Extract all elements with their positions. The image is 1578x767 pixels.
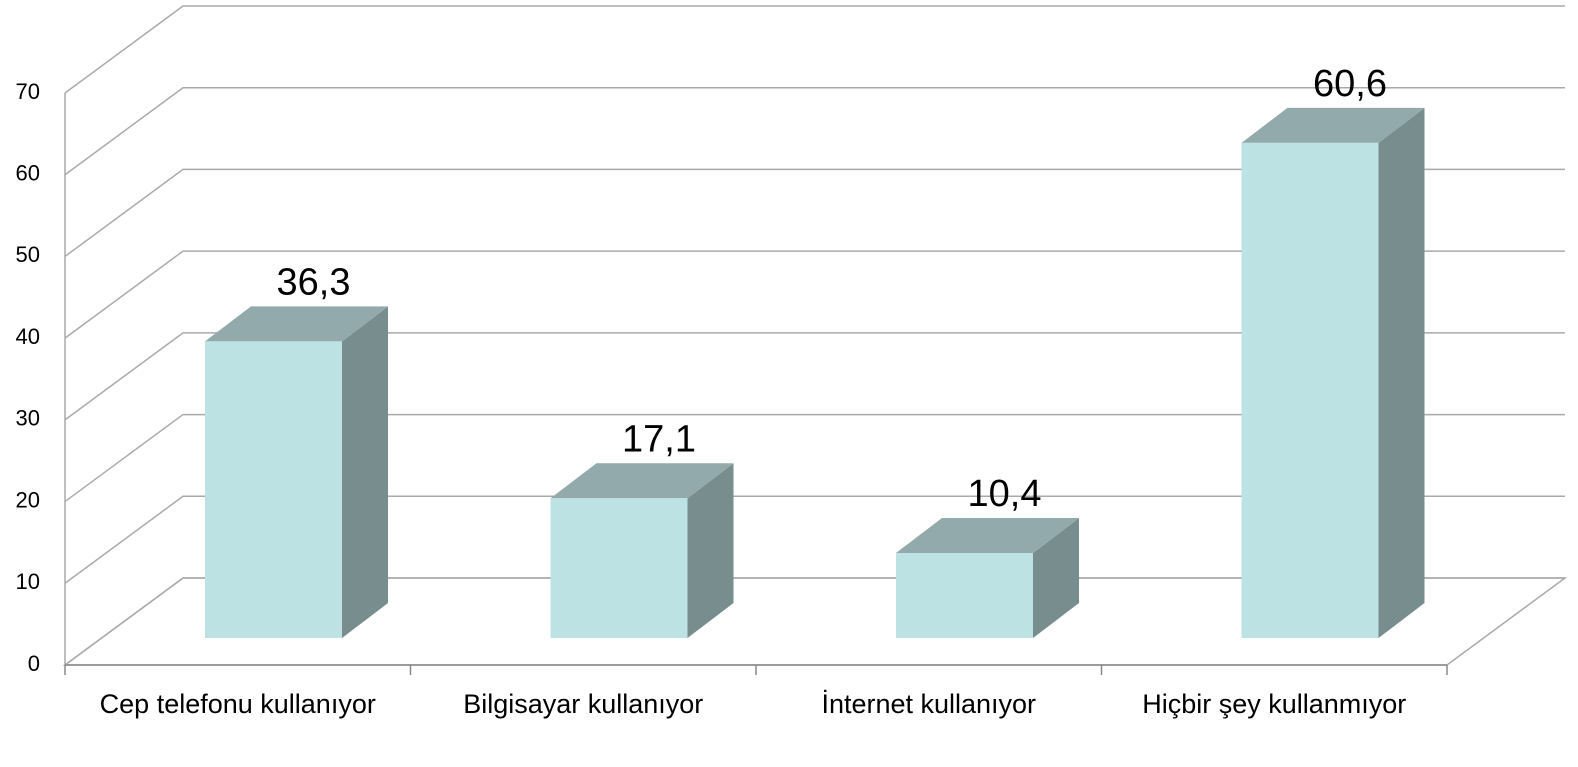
grid-line xyxy=(64,250,1565,339)
value-label: 36,3 xyxy=(277,261,351,303)
bar-top xyxy=(550,463,734,499)
value-label: 10,4 xyxy=(968,473,1042,515)
bar-top xyxy=(1241,107,1425,143)
y-tick-label: 30 xyxy=(16,406,40,431)
bar-side xyxy=(1378,107,1425,639)
x-tick-label: Cep telefonu kullanıyor xyxy=(100,689,376,719)
grid-line xyxy=(64,577,1565,666)
bar xyxy=(896,553,1033,639)
bar-side xyxy=(1033,518,1079,639)
grid-line xyxy=(64,495,1565,584)
bar-top xyxy=(896,518,1079,554)
y-tick-label: 40 xyxy=(16,324,40,349)
bar xyxy=(1241,142,1379,639)
y-tick-label: 70 xyxy=(16,79,40,104)
bar xyxy=(550,498,688,639)
grid-line xyxy=(64,168,1565,258)
bar-top xyxy=(205,306,388,342)
grid-line xyxy=(64,332,1565,421)
grid-line xyxy=(64,413,1565,503)
bar xyxy=(205,341,342,639)
grid-line xyxy=(64,86,1565,176)
x-tick-label: İnternet kullanıyor xyxy=(821,688,1036,719)
grid-line xyxy=(64,5,1565,94)
x-tick-label: Bilgisayar kullanıyor xyxy=(463,689,703,719)
value-label: 60,6 xyxy=(1313,63,1387,105)
value-label: 17,1 xyxy=(622,418,696,460)
y-tick-label: 60 xyxy=(16,161,40,186)
y-tick-label: 10 xyxy=(16,569,40,594)
x-tick-label: Hiçbir şey kullanmıyor xyxy=(1142,689,1406,719)
y-tick-label: 50 xyxy=(16,242,40,267)
bar-side xyxy=(687,463,734,639)
y-tick-label: 20 xyxy=(16,487,40,512)
bar-side xyxy=(342,306,388,639)
y-tick-label: 0 xyxy=(28,651,40,676)
